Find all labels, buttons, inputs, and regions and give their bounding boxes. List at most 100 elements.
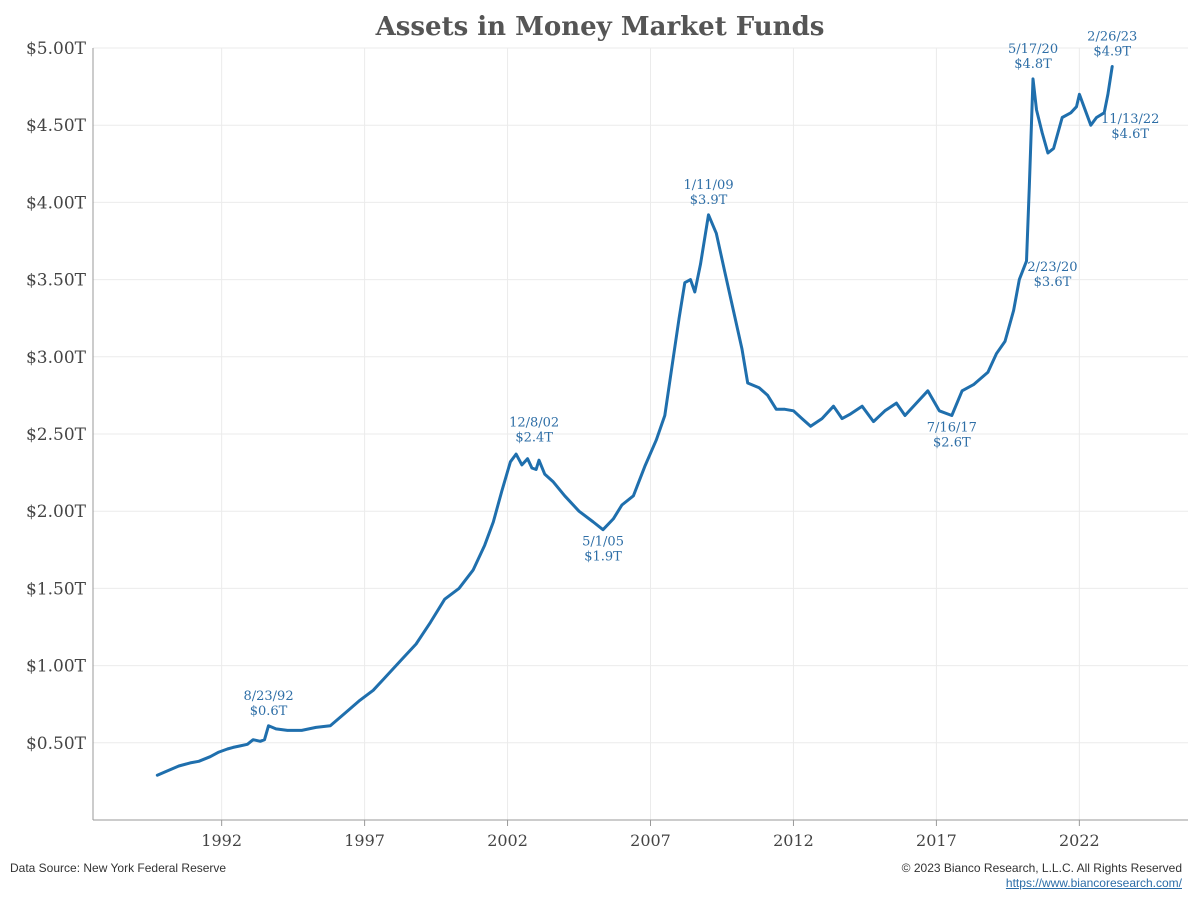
data-point — [699, 263, 702, 265]
annotation-value: $4.9T — [1093, 45, 1131, 60]
data-point — [483, 544, 486, 546]
series-line — [155, 65, 1114, 777]
data-point — [884, 410, 886, 412]
data-point — [1032, 78, 1034, 80]
y-tick-label: $5.00T — [26, 39, 87, 59]
y-tick-label: $0.50T — [26, 734, 87, 754]
data-point — [443, 598, 446, 601]
data-point — [217, 751, 220, 753]
data-point — [927, 389, 929, 392]
y-tick-label: $4.00T — [26, 193, 87, 213]
annotation-date: 11/13/22 — [1101, 112, 1159, 127]
x-tick-label: 2022 — [1059, 831, 1100, 850]
data-point — [849, 413, 852, 415]
y-tick-label: $1.50T — [26, 579, 87, 599]
data-point — [784, 408, 786, 411]
data-point — [209, 755, 212, 758]
data-point — [372, 689, 374, 692]
data-point — [1012, 309, 1015, 312]
annotation-value: $4.8T — [1014, 57, 1052, 72]
data-point — [543, 473, 546, 475]
data-point — [578, 510, 580, 512]
data-point — [766, 394, 769, 397]
data-point — [694, 291, 696, 293]
y-tick-label: $1.00T — [26, 657, 87, 677]
data-point — [531, 467, 533, 469]
data-point — [861, 405, 863, 408]
data-point — [552, 481, 555, 483]
data-point — [1035, 108, 1038, 111]
data-point — [501, 490, 503, 492]
data-point — [664, 414, 666, 417]
annotations: 8/23/92$0.6T 12/8/02$2.4T 5/1/05$1.9T 1/11/… — [243, 30, 1159, 719]
data-point — [1028, 186, 1031, 188]
data-point — [746, 382, 749, 384]
data-point — [792, 410, 795, 412]
data-point — [732, 309, 735, 312]
x-tick-label: 2007 — [630, 831, 671, 850]
data-point — [1018, 278, 1021, 281]
data-point — [724, 271, 726, 273]
data-point — [415, 643, 417, 645]
data-point — [1061, 116, 1064, 119]
data-point — [1075, 105, 1078, 108]
website-link[interactable]: https://www.biancoresearch.com/ — [1005, 876, 1182, 890]
data-point — [689, 278, 692, 281]
data-point — [715, 232, 718, 235]
data-point — [239, 745, 242, 747]
data-point — [951, 414, 953, 417]
data-point — [246, 743, 249, 746]
data-point — [538, 459, 540, 462]
annotation-value: $2.6T — [933, 435, 971, 450]
data-point — [156, 774, 159, 777]
data-point — [707, 213, 710, 216]
copyright-text: © 2023 Bianco Research, L.L.C. All Right… — [901, 861, 1182, 875]
x-tick-label: 2002 — [487, 831, 528, 850]
data-point — [386, 674, 389, 676]
data-point — [189, 762, 192, 764]
data-point — [252, 738, 254, 741]
data-point — [1041, 132, 1043, 134]
y-tick-label: $3.50T — [26, 271, 87, 291]
data-source-note: Data Source: New York Federal Reserve — [10, 861, 227, 875]
annotation-date: 7/16/17 — [927, 420, 977, 435]
data-point — [995, 352, 998, 355]
data-point — [492, 521, 495, 523]
data-point — [632, 494, 635, 497]
data-point — [602, 528, 604, 531]
data-point — [286, 729, 289, 732]
data-point — [758, 386, 760, 389]
data-point — [197, 760, 200, 763]
data-point — [563, 494, 566, 497]
data-point — [987, 371, 989, 374]
data-point — [509, 460, 512, 463]
data-point — [1103, 112, 1106, 114]
data-point — [1095, 116, 1098, 119]
data-point — [343, 712, 346, 715]
y-tick-label: $2.00T — [26, 502, 87, 522]
data-point — [1069, 112, 1072, 114]
data-point — [621, 504, 623, 506]
data-point — [1004, 340, 1006, 343]
x-tick-label: 2012 — [773, 831, 814, 850]
data-point — [678, 317, 680, 320]
data-point — [643, 465, 646, 468]
data-point — [472, 569, 475, 571]
data-point — [961, 389, 963, 392]
data-point — [1089, 124, 1092, 126]
chart-title: Assets in Money Market Funds — [375, 12, 825, 42]
data-point — [832, 405, 835, 408]
data-point — [1052, 147, 1055, 150]
data-point — [915, 402, 918, 404]
data-point — [429, 621, 432, 624]
y-tick-label: $4.50T — [26, 116, 87, 136]
data-point — [741, 348, 743, 350]
data-point — [895, 402, 898, 404]
y-tick-label: $3.00T — [26, 348, 87, 368]
annotation-value: $4.6T — [1111, 127, 1149, 142]
data-point — [1107, 93, 1109, 96]
data-point — [904, 414, 906, 417]
data-point — [267, 725, 270, 727]
data-point — [358, 700, 360, 702]
